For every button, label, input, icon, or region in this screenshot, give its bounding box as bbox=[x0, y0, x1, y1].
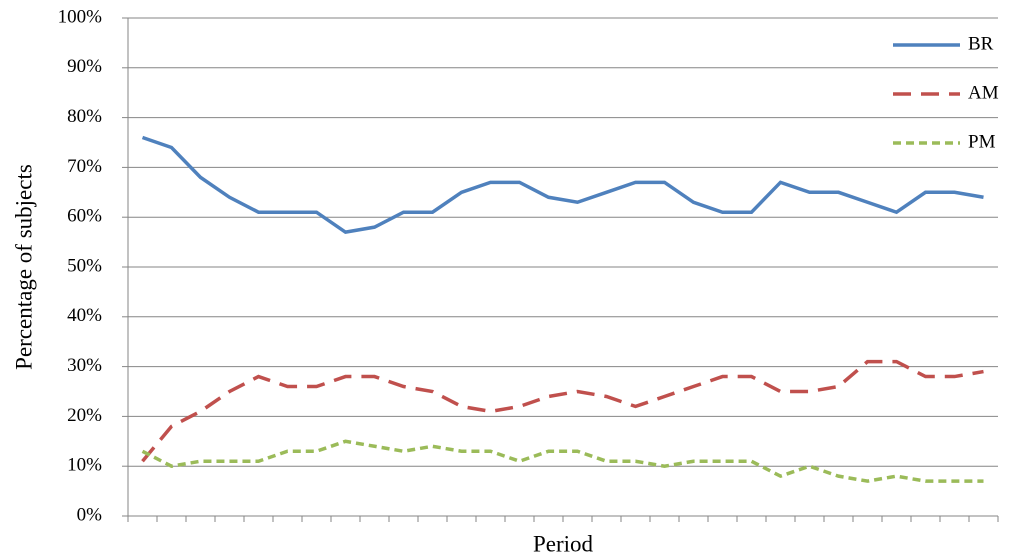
legend-label: AM bbox=[968, 82, 999, 103]
x-axis-title: Period bbox=[533, 531, 594, 556]
y-tick-label: 90% bbox=[67, 56, 102, 77]
data-line bbox=[141, 359, 984, 463]
data-line bbox=[141, 135, 984, 234]
y-tick-label: 100% bbox=[58, 6, 103, 27]
y-tick-label: 10% bbox=[67, 455, 102, 476]
y-tick-label: 20% bbox=[67, 405, 102, 426]
legend-label: BR bbox=[968, 33, 994, 54]
legend-label: PM bbox=[968, 131, 996, 152]
data-line bbox=[141, 439, 984, 483]
y-tick-label: 40% bbox=[67, 305, 102, 326]
y-tick-label: 30% bbox=[67, 355, 102, 376]
y-tick-label: 0% bbox=[77, 504, 103, 525]
y-axis-title: Percentage of subjects bbox=[11, 164, 36, 370]
y-tick-label: 80% bbox=[67, 106, 102, 127]
y-tick-label: 60% bbox=[67, 206, 102, 227]
y-tick-label: 70% bbox=[67, 156, 102, 177]
y-tick-label: 50% bbox=[67, 255, 102, 276]
